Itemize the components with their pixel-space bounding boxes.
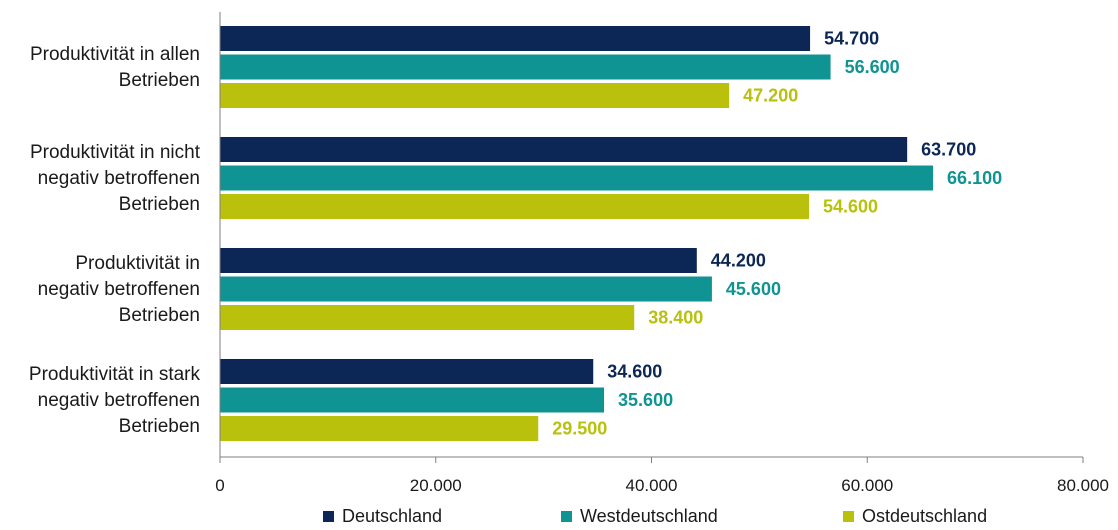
value-labels-group: 54.700 56.600 47.200 63.700 66.100 54.600 44.2… (552, 29, 1002, 439)
value-label-westdeutschland-1: 66.100 (947, 168, 1002, 188)
bar-deutschland-1 (220, 137, 908, 162)
x-tick-label-1: 20.000 (410, 476, 462, 495)
value-label-ostdeutschland-1: 54.600 (823, 197, 878, 217)
legend-swatch-deutschland (323, 511, 334, 522)
bars-group (220, 26, 934, 441)
bar-westdeutschland-1 (220, 165, 934, 191)
category-label-3: Produktivität in stark negativ betroffene… (29, 364, 201, 437)
bar-ostdeutschland-3 (220, 416, 539, 441)
legend-label-ostdeutschland: Ostdeutschland (862, 506, 987, 526)
bar-ostdeutschland-1 (220, 194, 809, 219)
x-tick-label-3: 60.000 (841, 476, 893, 495)
category-label-1: Produktivität in nicht negativ betroffene… (30, 142, 201, 215)
bar-westdeutschland-2 (220, 276, 712, 302)
category-label-2: Produktivität in negativ betroffenen Betri… (38, 253, 200, 326)
category-labels-group: Produktivität in allen Betrieben Produktiv… (29, 44, 201, 437)
bar-westdeutschland-3 (220, 387, 605, 413)
axes-group: 0 20.000 40.000 60.000 80.000 (215, 12, 1109, 495)
x-tick-label-2: 40.000 (626, 476, 678, 495)
value-label-ostdeutschland-2: 38.400 (648, 308, 703, 328)
value-label-westdeutschland-3: 35.600 (618, 390, 673, 410)
bar-deutschland-2 (220, 248, 697, 273)
legend-label-westdeutschland: Westdeutschland (580, 506, 718, 526)
bar-deutschland-3 (220, 359, 594, 384)
value-label-westdeutschland-0: 56.600 (845, 57, 900, 77)
value-label-deutschland-2: 44.200 (711, 251, 766, 271)
value-label-deutschland-3: 34.600 (607, 362, 662, 382)
bar-westdeutschland-0 (220, 54, 831, 80)
value-label-ostdeutschland-3: 29.500 (552, 419, 607, 439)
legend: Deutschland Westdeutschland Ostdeutschland (323, 506, 987, 526)
category-label-0: Produktivität in allen Betrieben (30, 44, 200, 91)
value-label-deutschland-0: 54.700 (824, 29, 879, 49)
x-tick-label-0: 0 (215, 476, 224, 495)
legend-swatch-westdeutschland (561, 511, 572, 522)
bar-ostdeutschland-2 (220, 305, 635, 330)
value-label-ostdeutschland-0: 47.200 (743, 86, 798, 106)
legend-swatch-ostdeutschland (843, 511, 854, 522)
legend-label-deutschland: Deutschland (342, 506, 442, 526)
value-label-westdeutschland-2: 45.600 (726, 279, 781, 299)
value-label-deutschland-1: 63.700 (921, 140, 976, 160)
bar-deutschland-0 (220, 26, 811, 51)
bar-ostdeutschland-0 (220, 83, 730, 108)
x-tick-label-4: 80.000 (1057, 476, 1109, 495)
